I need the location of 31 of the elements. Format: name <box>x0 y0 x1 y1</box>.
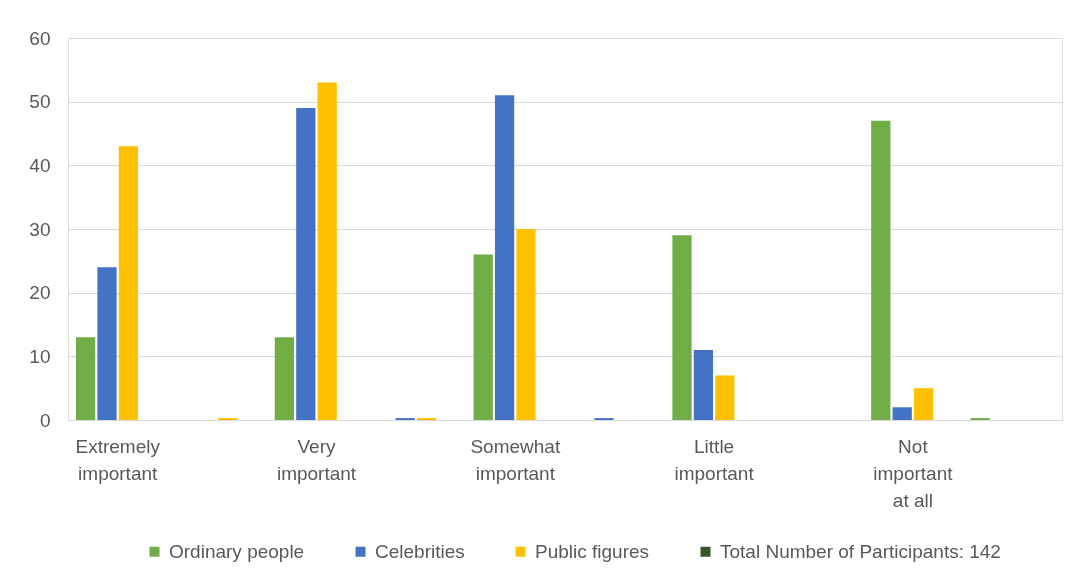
y-tick-label: 60 <box>29 27 51 49</box>
bar <box>274 337 295 420</box>
legend-label: Total Number of Participants: 142 <box>720 540 1001 562</box>
bar <box>693 349 714 420</box>
y-tick-label: 20 <box>29 282 51 304</box>
bar <box>296 108 316 420</box>
bar <box>494 95 515 420</box>
bar <box>871 120 891 420</box>
bar <box>75 337 96 420</box>
x-tick-label: Somewhat important <box>470 435 561 484</box>
x-tick-label: Not important at all <box>873 435 954 511</box>
x-tick-label: Very important <box>276 435 357 484</box>
bar <box>118 146 139 420</box>
bar <box>715 375 735 420</box>
bar <box>473 254 493 420</box>
legend-label: Ordinary people <box>169 540 305 562</box>
bar <box>672 235 692 420</box>
x-tick-label: Extremely important <box>75 435 161 484</box>
legend-label: Public figures <box>535 540 650 562</box>
y-tick-label: 0 <box>39 409 51 431</box>
y-tick-label: 40 <box>29 154 51 176</box>
y-tick-label: 30 <box>29 218 51 240</box>
bar <box>317 82 337 420</box>
bar <box>913 388 934 420</box>
x-tick-label: Little important <box>674 435 755 484</box>
bar <box>892 407 912 420</box>
y-tick-label: 10 <box>29 345 51 367</box>
bar <box>97 267 117 420</box>
legend-label: Celebrities <box>375 540 465 562</box>
bar <box>516 229 536 420</box>
y-tick-label: 50 <box>29 91 51 113</box>
